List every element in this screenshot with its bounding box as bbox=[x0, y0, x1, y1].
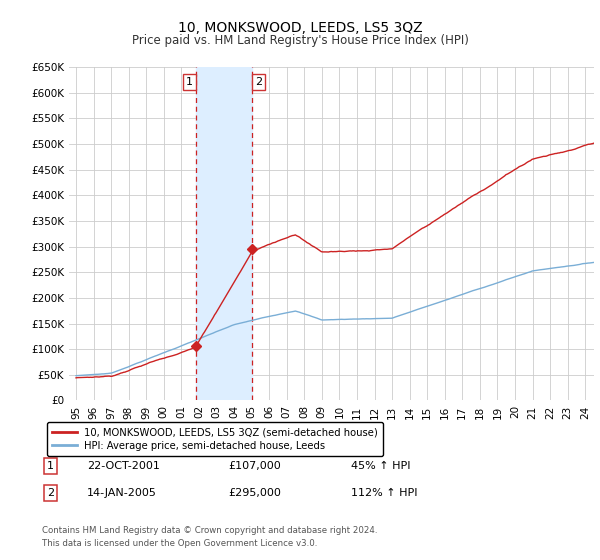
Text: Price paid vs. HM Land Registry's House Price Index (HPI): Price paid vs. HM Land Registry's House … bbox=[131, 34, 469, 46]
Text: 2: 2 bbox=[255, 77, 262, 87]
Text: 45% ↑ HPI: 45% ↑ HPI bbox=[351, 461, 410, 471]
Text: Contains HM Land Registry data © Crown copyright and database right 2024.
This d: Contains HM Land Registry data © Crown c… bbox=[42, 526, 377, 548]
Bar bbox=[196, 67, 253, 400]
Text: 1: 1 bbox=[186, 77, 193, 87]
Text: 112% ↑ HPI: 112% ↑ HPI bbox=[351, 488, 418, 498]
Text: 14-JAN-2005: 14-JAN-2005 bbox=[87, 488, 157, 498]
Text: 2: 2 bbox=[47, 488, 54, 498]
Text: 1: 1 bbox=[47, 461, 54, 471]
Text: 22-OCT-2001: 22-OCT-2001 bbox=[87, 461, 160, 471]
Text: £107,000: £107,000 bbox=[228, 461, 281, 471]
Text: 10, MONKSWOOD, LEEDS, LS5 3QZ: 10, MONKSWOOD, LEEDS, LS5 3QZ bbox=[178, 21, 422, 35]
Text: £295,000: £295,000 bbox=[228, 488, 281, 498]
Legend: 10, MONKSWOOD, LEEDS, LS5 3QZ (semi-detached house), HPI: Average price, semi-de: 10, MONKSWOOD, LEEDS, LS5 3QZ (semi-deta… bbox=[47, 422, 383, 456]
